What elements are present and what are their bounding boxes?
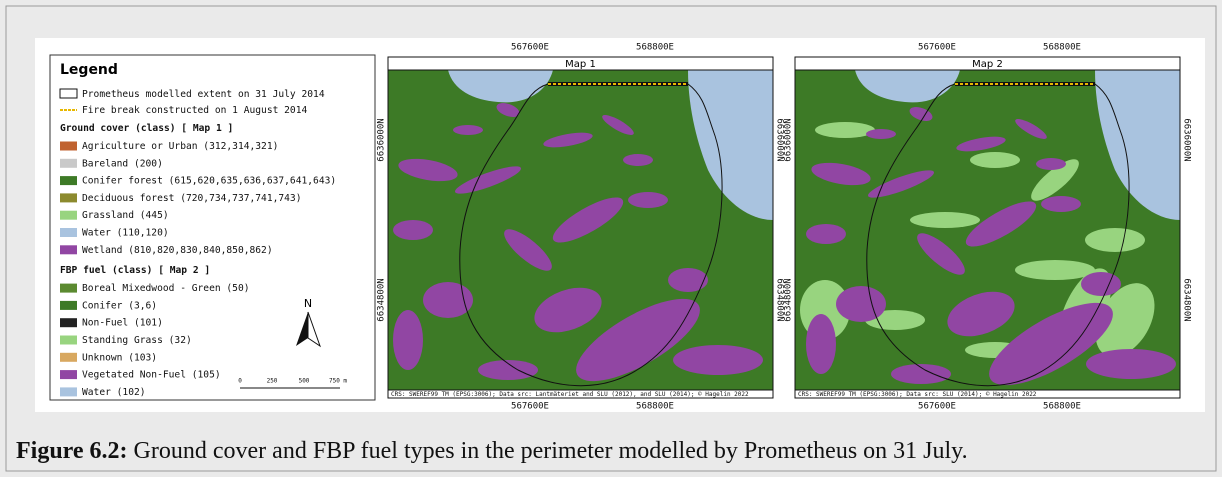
- legend-swatch: [60, 387, 77, 396]
- legend-label: Unknown (103): [82, 352, 157, 363]
- x-tick-label: 568800E: [1043, 43, 1081, 53]
- x-tick-label: 567600E: [918, 402, 956, 412]
- legend-label: Wetland (810,820,830,840,850,862): [82, 245, 273, 256]
- y-tick-label: 6634800N: [377, 278, 387, 321]
- map-title: Map 1: [565, 59, 596, 70]
- x-tick-label: 567600E: [511, 402, 549, 412]
- legend-heading: Ground cover (class) [ Map 1 ]: [60, 123, 233, 134]
- legend-label: Non-Fuel (101): [82, 318, 163, 329]
- legend-swatch: [60, 211, 77, 220]
- north-label: N: [304, 297, 312, 310]
- y-tick-label: 6636000N: [784, 118, 794, 161]
- map-title: Map 2: [972, 59, 1003, 70]
- legend-label: Grassland (445): [82, 210, 169, 221]
- y-tick-label: 6634800N: [784, 278, 794, 321]
- legend-swatch: [60, 301, 77, 310]
- legend-swatch: [60, 284, 77, 293]
- figure: Legend Prometheus modelled extent on 31 J…: [0, 0, 1222, 477]
- legend-label: Conifer forest (615,620,635,636,637,641,…: [82, 176, 336, 187]
- legend-swatch: [60, 159, 77, 168]
- legend-label: Water (110,120): [82, 228, 169, 239]
- legend-label: Conifer (3,6): [82, 300, 157, 311]
- x-tick-label: 568800E: [636, 43, 674, 53]
- legend-label: Agriculture or Urban (312,314,321): [82, 141, 278, 152]
- map-credit: CRS: SWEREF99 TM (EPSG:3006); Data src: …: [798, 391, 1037, 398]
- scale-label: 250: [267, 378, 278, 385]
- legend-heading: FBP fuel (class) [ Map 2 ]: [60, 265, 210, 276]
- map-1-body: [388, 70, 773, 397]
- x-tick-label: 567600E: [511, 43, 549, 53]
- caption-label: Figure 6.2:: [16, 438, 128, 464]
- legend-label: Boreal Mixedwood - Green (50): [82, 283, 250, 294]
- caption-text: Ground cover and FBP fuel types in the p…: [128, 438, 968, 464]
- scale-label: 0: [238, 378, 242, 385]
- legend-label: Deciduous forest (720,734,737,741,743): [82, 193, 302, 204]
- extent-swatch: [60, 89, 77, 98]
- x-tick-label: 568800E: [1043, 402, 1081, 412]
- legend-label: Water (102): [82, 387, 146, 398]
- legend-swatch: [60, 193, 77, 202]
- extent-label: Prometheus modelled extent on 31 July 20…: [82, 89, 325, 100]
- map-2-body: [795, 70, 1180, 401]
- fire-break-label: Fire break constructed on 1 August 2014: [82, 105, 307, 116]
- scale-label: 500: [299, 378, 310, 385]
- y-tick-label: 6636000N: [1182, 118, 1192, 161]
- legend-swatch: [60, 245, 77, 254]
- y-tick-label: 6634800N: [1182, 278, 1192, 321]
- legend-swatch: [60, 228, 77, 237]
- legend-swatch: [60, 176, 77, 185]
- x-tick-label: 568800E: [636, 402, 674, 412]
- legend-swatch: [60, 318, 77, 327]
- legend-label: Bareland (200): [82, 158, 163, 169]
- legend-label: Vegetated Non-Fuel (105): [82, 370, 221, 381]
- map-credit: CRS: SWEREF99 TM (EPSG:3006); Data src: …: [391, 391, 749, 398]
- legend-swatch: [60, 370, 77, 379]
- scale-label: 750 m: [329, 378, 347, 385]
- legend-title: Legend: [60, 62, 118, 78]
- caption: Figure 6.2: Ground cover and FBP fuel ty…: [16, 438, 968, 464]
- y-tick-label: 6636000N: [377, 118, 387, 161]
- legend-label: Standing Grass (32): [82, 335, 192, 346]
- page: {"legend": {"title": "Legend", "extent":…: [0, 0, 1222, 477]
- legend-swatch: [60, 336, 77, 345]
- legend-swatch: [60, 142, 77, 151]
- x-tick-label: 567600E: [918, 43, 956, 53]
- legend-swatch: [60, 353, 77, 362]
